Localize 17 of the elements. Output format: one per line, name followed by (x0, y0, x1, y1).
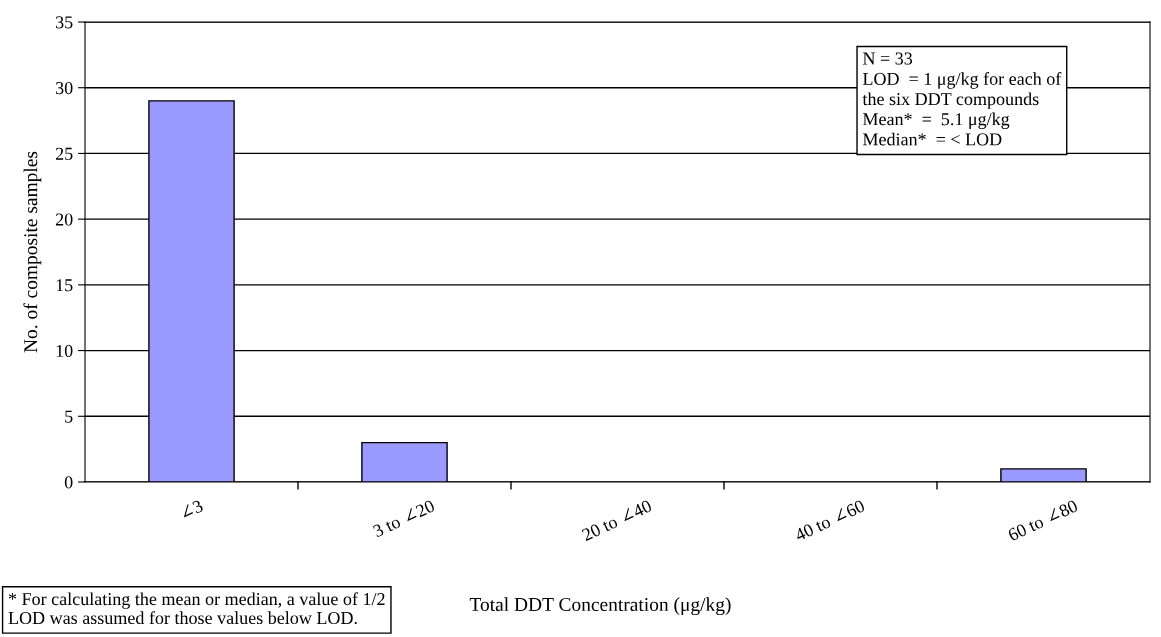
x-tick-label: 60 to ∠80 (1007, 499, 1079, 542)
y-axis-title: No. of composite samples (23, 151, 42, 353)
x-axis-title: Total DDT Concentration (μg/kg) (469, 597, 731, 616)
y-tick-label: 5 (65, 410, 73, 423)
annotation: N = 33 LOD = 1 μg/kg for each of the six DDT compounds Mean* = 5.1 μg/kg Median* = < LOD (862, 52, 1062, 146)
x-tick-label: 3 to ∠20 (372, 499, 436, 538)
y-tick-label: 25 (55, 147, 73, 160)
y-tick-label: 30 (56, 81, 73, 95)
y-tick-label: 0 (64, 476, 73, 489)
y-tick-label: 20 (55, 213, 73, 226)
text: * For calculating the mean or median, a value of 1/2 LOD was assumed for those values below LOD. (8, 592, 385, 625)
x-tick-label: ∠3 (179, 499, 204, 520)
x-tick-label: 20 to ∠40 (581, 499, 653, 542)
y-tick-label: 35 (56, 16, 73, 29)
y-tick-label: 15 (56, 279, 73, 292)
y-tick-label: 10 (56, 344, 73, 358)
x-tick-label: 40 to ∠60 (793, 499, 866, 542)
